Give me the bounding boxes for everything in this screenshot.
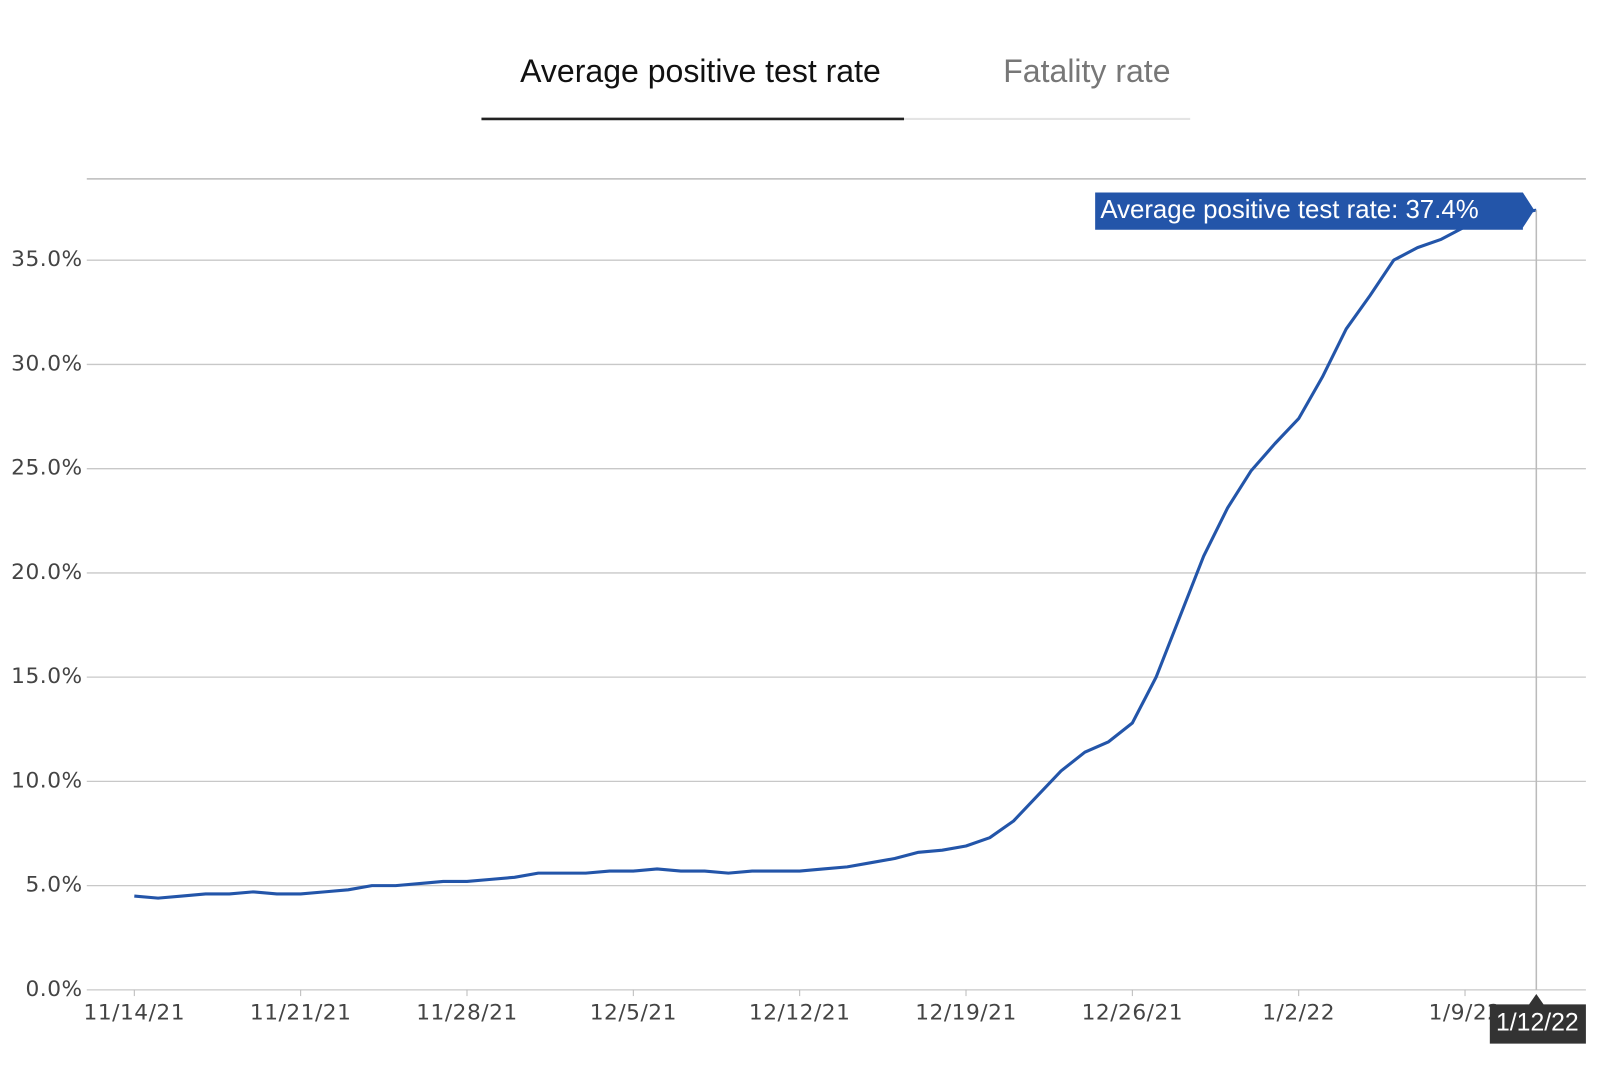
y-tick-label: 25.0% [11,456,82,481]
hover-x-label: 1/12/22 [1496,1010,1579,1037]
x-tick-label: 11/14/21 [84,1001,186,1026]
y-tick-label: 30.0% [11,351,82,376]
x-tick-label: 12/12/21 [749,1001,851,1026]
x-tick-label: 11/21/21 [250,1001,352,1026]
x-tick-label: 1/9/22 [1429,1001,1502,1026]
x-tick-label: 12/26/21 [1082,1001,1184,1026]
x-tick-label: 1/2/22 [1262,1001,1335,1026]
x-tick-label: 12/5/21 [590,1001,677,1026]
hover-x-box [1489,994,1586,1044]
tooltip-text: Average positive test rate: 37.4% [1100,196,1478,224]
data-line [134,208,1537,900]
x-tick-label: 11/28/21 [416,1001,518,1026]
y-tick-label: 20.0% [11,560,82,585]
y-tick-label: 0.0% [25,977,82,1002]
y-tick-label: 5.0% [25,873,82,898]
x-tick-label: 12/19/21 [915,1001,1017,1026]
tooltip-box [1095,192,1535,230]
y-tick-label: 10.0% [11,768,82,793]
y-tick-label: 15.0% [11,664,82,689]
tab-active[interactable]: Average positive test rate [520,53,881,89]
tab[interactable]: Fatality rate [1003,53,1170,89]
y-tick-label: 35.0% [11,247,82,272]
